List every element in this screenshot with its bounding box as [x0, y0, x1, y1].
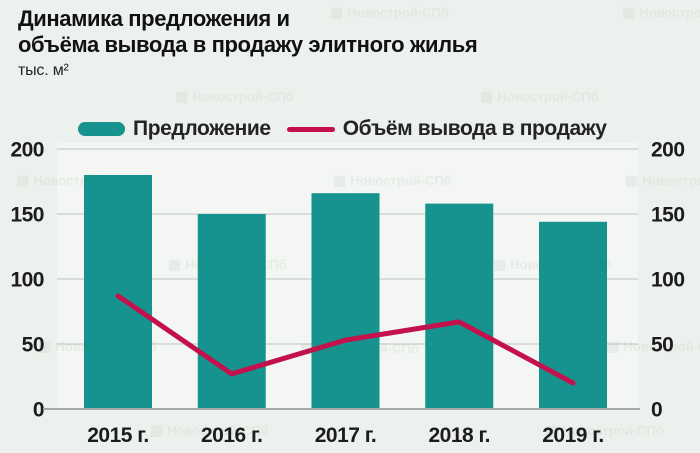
legend-line-swatch-icon	[286, 126, 335, 132]
legend-bar-label: Предложение	[133, 117, 271, 140]
bar-2016	[197, 214, 266, 409]
legend-bar-swatch-icon	[78, 122, 125, 136]
bar-2018	[425, 203, 494, 409]
legend-line-label: Объём вывода в продажу	[342, 117, 607, 140]
y-axis-right-tick-50: 50	[651, 334, 673, 357]
x-axis-label-2019: 2019 г.	[542, 424, 604, 447]
bar-2015	[84, 175, 152, 409]
chart-header: Динамика предложения и объёма вывода в п…	[18, 6, 478, 80]
y-axis-left-tick-150: 150	[10, 204, 44, 227]
y-axis-right-tick-100: 100	[651, 269, 685, 292]
y-axis-left-tick-0: 0	[33, 399, 44, 422]
y-axis-left-tick-100: 100	[10, 269, 44, 292]
x-axis-label-2016: 2016 г.	[201, 424, 263, 447]
y-axis-right-tick-200: 200	[651, 139, 685, 162]
sales-launch-line	[115, 293, 576, 386]
y-axis-left-tick-200: 200	[10, 139, 44, 162]
chart-title-line-2: объёма вывода в продажу элитного жилья	[18, 32, 478, 57]
x-axis-label-2017: 2017 г.	[315, 424, 377, 447]
y-axis-left-tick-50: 50	[22, 334, 44, 357]
x-axis-label-2015: 2015 г.	[87, 424, 149, 447]
bar-2017	[311, 193, 380, 409]
x-axis-label-2018: 2018 г.	[428, 424, 490, 447]
axis-units-label: тыс. м²	[18, 62, 69, 79]
chart-legend: Предложение Объём вывода в продажу	[78, 116, 607, 142]
bar-2019	[539, 221, 607, 409]
chart-title-line-1: Динамика предложения и	[18, 6, 290, 31]
y-axis-right-tick-0: 0	[651, 399, 662, 422]
y-axis-right-tick-150: 150	[651, 204, 685, 227]
